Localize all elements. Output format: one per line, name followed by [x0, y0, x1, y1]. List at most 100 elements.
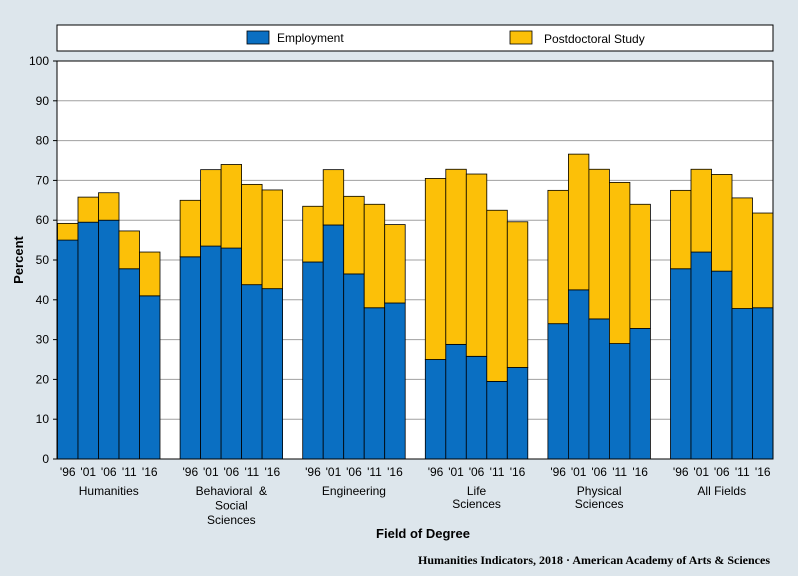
x-tick-label: '11	[244, 465, 259, 479]
bar-postdoctoral-study	[363, 203, 386, 309]
x-axis-title: Field of Degree	[376, 526, 470, 541]
y-axis: 0 10 20 30 40 50 60 70 80 90 100	[29, 54, 57, 466]
bar-postdoctoral-study	[506, 221, 529, 368]
legend-box	[56, 24, 774, 52]
bar-postdoctoral-study	[179, 199, 202, 258]
group-label: Physical	[577, 484, 622, 498]
group-label: Life	[467, 484, 487, 498]
x-tick-label: '01	[693, 465, 709, 479]
bar-postdoctoral-study	[200, 169, 222, 247]
source-credit: Humanities Indicators, 2018 · American A…	[418, 553, 770, 567]
x-tick-label: '16	[387, 465, 403, 479]
bar-postdoctoral-study	[302, 205, 324, 263]
x-tick-label: '11	[612, 465, 627, 479]
group-label: Engineering	[322, 484, 386, 498]
y-tick-label: 90	[36, 94, 50, 108]
x-tick-label: '11	[735, 465, 750, 479]
bar-employment	[629, 328, 651, 460]
bar-employment	[711, 270, 733, 460]
group-label: Social	[215, 499, 248, 513]
x-tick-label: '11	[490, 465, 505, 479]
bar-postdoctoral-study	[752, 212, 774, 309]
bar-employment	[302, 261, 324, 460]
bar-employment	[200, 245, 222, 460]
x-tick-label: '96	[183, 465, 199, 479]
bar-postdoctoral-study	[609, 181, 631, 344]
x-tick-label: '06	[224, 465, 240, 479]
x-tick-label: '11	[122, 465, 137, 479]
x-tick-label: '16	[142, 465, 158, 479]
bar-employment	[752, 307, 774, 460]
group-label: Sciences	[207, 513, 256, 527]
bar-postdoctoral-study	[139, 251, 161, 297]
bar-postdoctoral-study	[220, 164, 243, 249]
bar-postdoctoral-study	[670, 189, 692, 270]
bar-employment	[241, 284, 263, 460]
bar-employment	[506, 367, 529, 460]
group-label: Sciences	[575, 497, 624, 511]
bar-postdoctoral-study	[57, 222, 79, 241]
y-tick-label: 60	[36, 213, 50, 227]
x-tick-label: '06	[714, 465, 730, 479]
bar-postdoctoral-study	[384, 224, 406, 304]
bar-postdoctoral-study	[465, 173, 488, 357]
y-tick-label: 50	[36, 253, 50, 267]
x-tick-label: '06	[101, 465, 117, 479]
legend-swatch-postdoctoral-study	[509, 30, 533, 45]
bar-postdoctoral-study	[711, 174, 733, 272]
x-tick-label: '01	[203, 465, 219, 479]
bar-employment	[731, 308, 753, 460]
bar-employment	[424, 359, 447, 460]
bar-employment	[139, 295, 161, 460]
bar-employment	[609, 343, 631, 460]
x-tick-label: '01	[448, 465, 464, 479]
bar-postdoctoral-study	[486, 209, 508, 382]
bar-postdoctoral-study	[588, 168, 610, 320]
y-tick-label: 70	[36, 173, 50, 187]
bar-postdoctoral-study	[445, 168, 467, 345]
bar-employment	[486, 380, 508, 460]
x-tick-label: '06	[591, 465, 607, 479]
bar-employment	[98, 219, 120, 460]
bar-employment	[261, 288, 284, 460]
x-tick-label: '96	[550, 465, 566, 479]
group-label: All Fields	[697, 484, 746, 498]
bar-employment	[118, 268, 140, 460]
group-label: Behavioral &	[196, 484, 267, 498]
bar-employment	[179, 256, 202, 460]
legend: Employment Postdoctoral Study	[56, 24, 774, 52]
x-tick-label: '96	[428, 465, 444, 479]
bar-employment	[547, 323, 569, 460]
y-tick-label: 40	[36, 293, 50, 307]
bar-employment	[343, 273, 365, 460]
x-tick-label: '96	[60, 465, 76, 479]
bar-postdoctoral-study	[118, 230, 140, 270]
bar-employment	[384, 302, 406, 460]
bar-postdoctoral-study	[322, 169, 345, 226]
bar-employment	[588, 318, 610, 460]
bar-postdoctoral-study	[547, 189, 569, 325]
bar-postdoctoral-study	[690, 168, 712, 253]
y-tick-label: 20	[36, 372, 50, 386]
y-axis-title: Percent	[11, 235, 26, 283]
x-axis: '96'01'06'11'16Humanities'96'01'06'11'16…	[60, 465, 771, 527]
bar-employment	[670, 268, 692, 460]
legend-swatch-employment	[246, 30, 270, 45]
x-tick-label: '16	[632, 465, 648, 479]
bar-employment	[568, 289, 590, 460]
x-tick-label: '96	[305, 465, 321, 479]
legend-label-postdoctoral-study: Postdoctoral Study	[544, 32, 645, 46]
x-tick-label: '01	[571, 465, 587, 479]
bars	[57, 153, 774, 460]
y-tick-label: 100	[29, 54, 49, 68]
bar-employment	[465, 355, 488, 460]
bar-employment	[77, 221, 99, 460]
y-tick-label: 0	[42, 452, 49, 466]
bar-employment	[690, 251, 712, 460]
bar-employment	[363, 307, 386, 460]
x-tick-label: '11	[367, 465, 382, 479]
legend-label-employment: Employment	[277, 31, 344, 45]
bar-postdoctoral-study	[424, 178, 447, 360]
x-tick-label: '16	[510, 465, 526, 479]
group-label: Sciences	[452, 497, 501, 511]
